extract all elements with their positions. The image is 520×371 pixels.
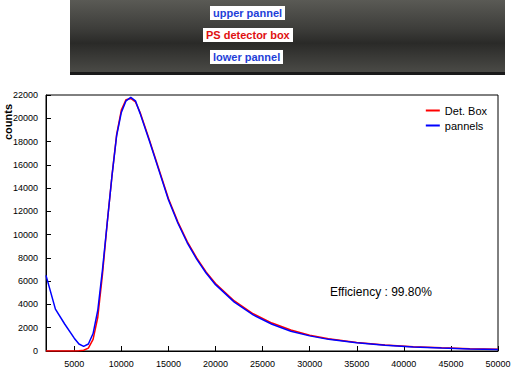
svg-text:0: 0 xyxy=(33,346,38,356)
svg-text:15000: 15000 xyxy=(156,359,181,369)
svg-text:18000: 18000 xyxy=(13,137,38,147)
svg-text:pannels: pannels xyxy=(445,120,484,132)
svg-text:16000: 16000 xyxy=(13,160,38,170)
svg-text:10000: 10000 xyxy=(109,359,134,369)
svg-text:20000: 20000 xyxy=(13,113,38,123)
svg-text:20000: 20000 xyxy=(203,359,228,369)
html-text:upper pannel: upper pannel xyxy=(213,7,283,19)
svg-text:8000: 8000 xyxy=(18,253,38,263)
svg-text:Det. Box: Det. Box xyxy=(445,105,488,117)
svg-text:45000: 45000 xyxy=(438,359,463,369)
svg-text:4000: 4000 xyxy=(18,299,38,309)
svg-text:14000: 14000 xyxy=(13,183,38,193)
svg-text:Efficiency : 99.80%: Efficiency : 99.80% xyxy=(330,285,432,299)
svg-text:2000: 2000 xyxy=(18,323,38,333)
html-text:PS detector box: PS detector box xyxy=(206,29,290,41)
svg-text:50000: 50000 xyxy=(485,359,510,369)
svg-text:30000: 30000 xyxy=(297,359,322,369)
svg-text:12000: 12000 xyxy=(13,206,38,216)
svg-text:25000: 25000 xyxy=(250,359,275,369)
svg-text:counts: counts xyxy=(2,104,14,140)
svg-text:40000: 40000 xyxy=(391,359,416,369)
svg-text:5000: 5000 xyxy=(64,359,84,369)
html-text:lower pannel: lower pannel xyxy=(213,51,281,63)
svg-text:22000: 22000 xyxy=(13,90,38,100)
svg-text:35000: 35000 xyxy=(344,359,369,369)
svg-text:6000: 6000 xyxy=(18,276,38,286)
svg-text:10000: 10000 xyxy=(13,230,38,240)
